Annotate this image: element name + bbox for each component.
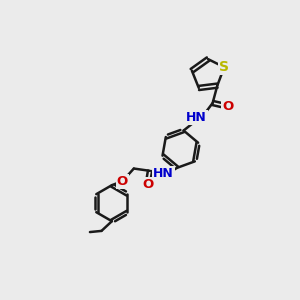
- Text: O: O: [222, 100, 233, 113]
- Text: S: S: [219, 60, 229, 74]
- Text: O: O: [142, 178, 153, 191]
- Text: O: O: [117, 175, 128, 188]
- Text: HN: HN: [186, 111, 207, 124]
- Text: HN: HN: [153, 167, 173, 180]
